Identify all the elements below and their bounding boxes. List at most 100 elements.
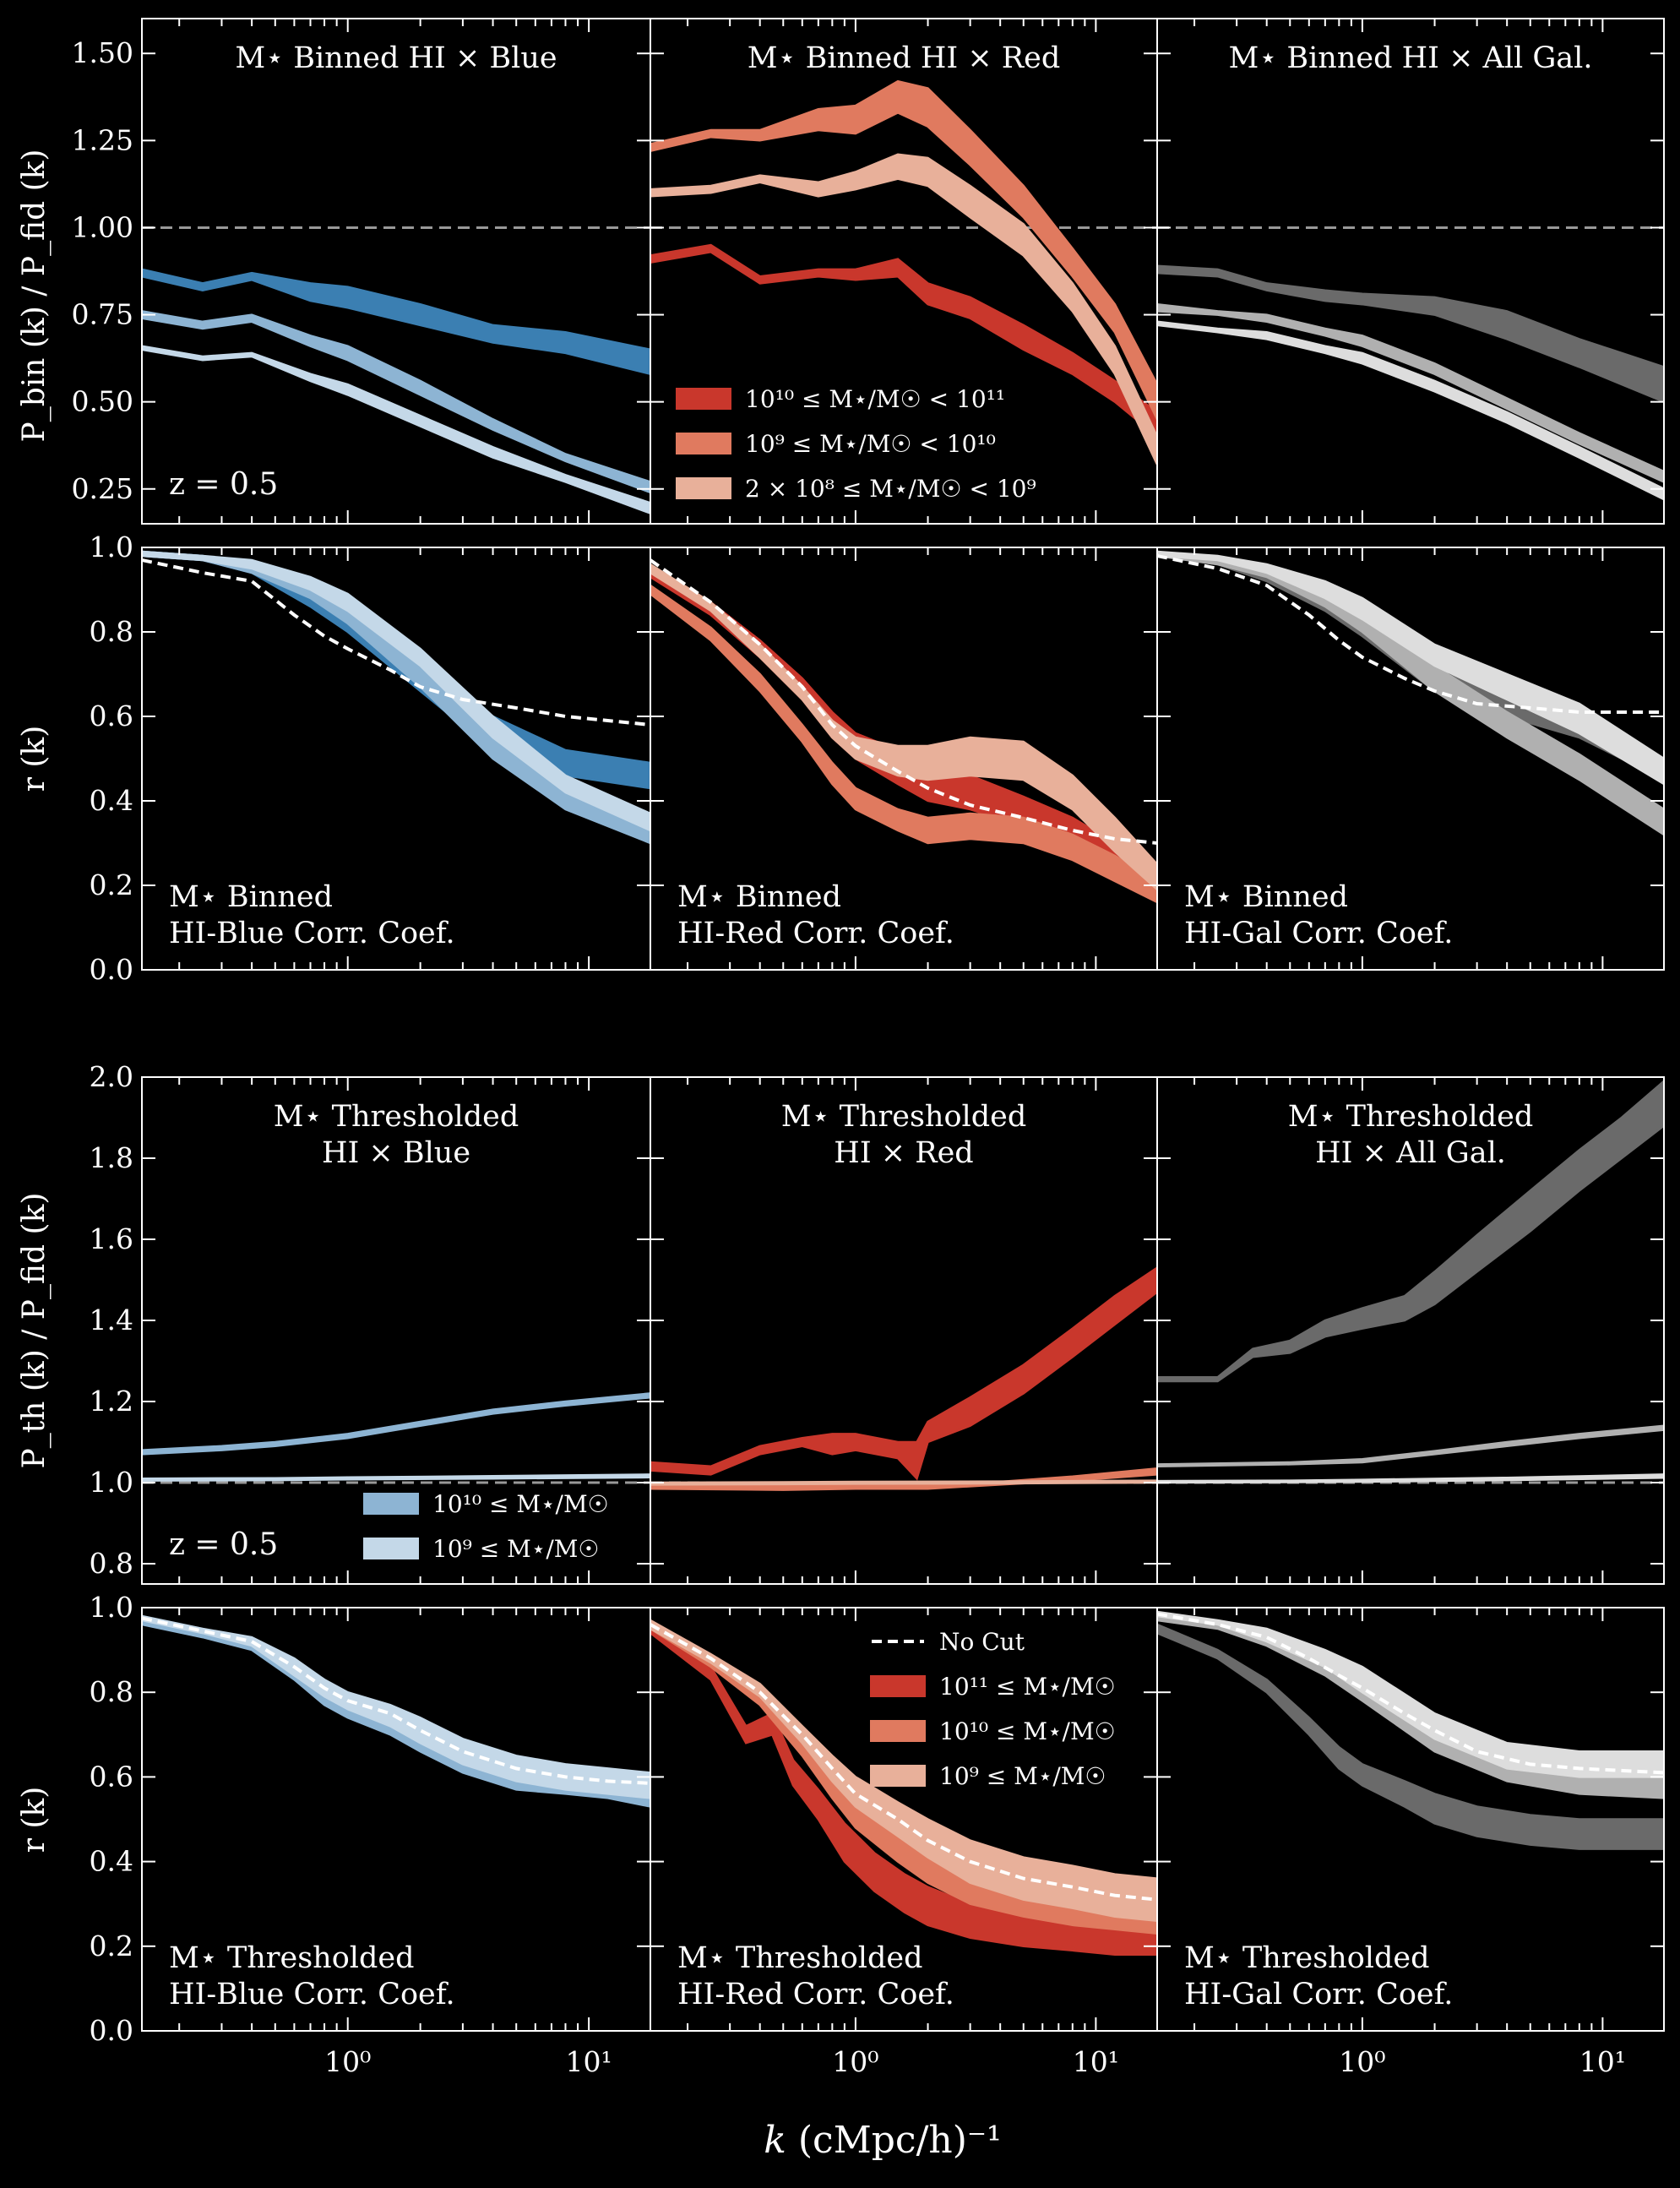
legend-swatch — [870, 1675, 926, 1697]
panel-frame — [1156, 1076, 1665, 1585]
series-band-2 — [142, 550, 650, 832]
panel-title: HI-Red Corr. Coef. — [677, 917, 954, 950]
y-tick-label: 1.25 — [72, 123, 133, 156]
y-tick-label: 0.4 — [90, 784, 133, 817]
panel-title: M⋆ Thresholded — [274, 1100, 519, 1134]
legend: No Cut 10¹¹ ≤ M⋆/M☉ 10¹⁰ ≤ M⋆/M☉ 10⁹ ≤ M⋆/M… — [870, 1628, 1116, 1790]
legend-label: 10¹⁰ ≤ M⋆/M☉ < 10¹¹ — [745, 385, 1005, 413]
legend-swatch — [363, 1493, 419, 1515]
panel-frame — [1156, 18, 1665, 525]
y-tick-label: 1.0 — [90, 531, 133, 563]
panel-title: M⋆ Binned — [1184, 880, 1348, 914]
y-tick-label: 0.6 — [90, 699, 133, 732]
y-tick-label: 0.8 — [90, 615, 133, 648]
legend-label: 10⁹ ≤ M⋆/M☉ < 10¹⁰ — [745, 430, 996, 458]
y-tick-label: 0.8 — [90, 1675, 133, 1708]
plot-area — [650, 1266, 1157, 1491]
plot-area — [1157, 226, 1664, 501]
plot-area — [1157, 550, 1664, 836]
panel-title: HI-Gal Corr. Coef. — [1184, 1978, 1453, 2011]
series-band-0 — [142, 268, 650, 375]
series-band-1 — [650, 1467, 1157, 1491]
legend-label: 10¹⁰ ≤ M⋆/M☉ — [939, 1717, 1116, 1745]
panel-title: M⋆ Binned — [677, 880, 841, 914]
legend-swatch — [870, 1765, 926, 1787]
x-axis-label: k (cMpc/h)⁻¹ — [764, 2119, 1002, 2162]
panel-title: M⋆ Thresholded — [781, 1100, 1027, 1134]
series-band-1 — [142, 1473, 650, 1482]
plot-area — [1157, 1610, 1664, 1850]
series-band-1 — [1157, 302, 1664, 483]
series-band-1 — [650, 79, 1157, 420]
series-band-0 — [1157, 264, 1664, 404]
series-band-0 — [650, 1266, 1157, 1481]
series-band-1 — [142, 310, 650, 494]
y-axis-label: r (k) — [17, 1787, 52, 1853]
legend: 10¹⁰ ≤ M⋆/M☉ 10⁹ ≤ M⋆/M☉ — [363, 1490, 609, 1563]
y-tick-label: 1.0 — [90, 1466, 133, 1499]
legend-label: 10⁹ ≤ M⋆/M☉ — [939, 1762, 1106, 1790]
series-band-2 — [650, 1619, 1157, 1922]
panel-title: M⋆ Binned HI × Blue — [235, 41, 557, 75]
x-tick-label: 10¹ — [1579, 2045, 1626, 2078]
series-band-2 — [1157, 1473, 1664, 1484]
no-cut-line — [650, 1623, 1157, 1902]
y-tick-label: 0.25 — [72, 472, 133, 505]
panel-title: M⋆ Binned — [169, 880, 333, 914]
panel-title: M⋆ Thresholded — [1288, 1100, 1534, 1134]
y-tick-label: 0.75 — [72, 298, 133, 331]
plot-area — [142, 550, 650, 845]
y-axis-label: P_th (k) / P_fid (k) — [17, 1193, 52, 1469]
panel-title: M⋆ Thresholded — [677, 1941, 923, 1975]
panel-title: M⋆ Thresholded — [1184, 1941, 1430, 1975]
panel-title: M⋆ Binned HI × All Gal. — [1229, 41, 1593, 75]
x-tick-label: 10¹ — [566, 2045, 612, 2078]
legend-swatch — [676, 477, 731, 499]
plot-area — [142, 226, 650, 514]
y-tick-label: 1.50 — [72, 36, 133, 69]
series-band-1 — [1157, 1424, 1664, 1468]
y-tick-label: 0.2 — [90, 868, 133, 901]
panel-title: HI-Blue Corr. Coef. — [169, 917, 455, 950]
legend-label: 2 × 10⁸ ≤ M⋆/M☉ < 10⁹ — [745, 475, 1036, 503]
no-cut-line — [1157, 554, 1664, 714]
panel-frame — [1156, 1607, 1665, 2032]
x-label-units: (cMpc/h)⁻¹ — [786, 2119, 1002, 2162]
panel-title: M⋆ Thresholded — [169, 1941, 415, 1975]
no-cut-line — [1157, 1612, 1664, 1775]
legend-swatch — [676, 388, 731, 410]
panel-r0-c2: M⋆ Binned HI × All Gal. — [1156, 18, 1665, 525]
panel-title: HI-Blue Corr. Coef. — [169, 1978, 455, 2011]
series-band-1 — [650, 584, 1157, 904]
series-band-2 — [1157, 320, 1664, 501]
legend-swatch — [363, 1538, 419, 1559]
redshift-label: z = 0.5 — [169, 1527, 278, 1562]
x-tick-label: 10⁰ — [1339, 2045, 1385, 2078]
y-tick-label: 1.4 — [90, 1304, 133, 1336]
legend-swatch — [870, 1720, 926, 1742]
series-band-2 — [650, 153, 1157, 465]
series-band-0 — [650, 1623, 1157, 1957]
y-tick-label: 0.6 — [90, 1760, 133, 1793]
series-band-0 — [650, 243, 1157, 438]
plot-area — [142, 1392, 650, 1484]
axis-labels: k (cMpc/h)⁻¹ P_bin (k) / P_fid (k) r (k) P… — [17, 150, 1002, 2162]
y-tick-label: 0.0 — [90, 953, 133, 986]
y-tick-label: 1.8 — [90, 1141, 133, 1174]
panel-title: HI × Red — [834, 1136, 973, 1170]
y-tick-label: 1.00 — [72, 210, 133, 243]
panel-title: HI-Red Corr. Coef. — [677, 1978, 954, 2011]
series-band-2 — [1157, 550, 1664, 786]
panel-title: M⋆ Binned HI × Red — [748, 41, 1061, 75]
y-tick-label: 1.2 — [90, 1385, 133, 1418]
legend-swatch — [676, 433, 731, 454]
legend-label: 10¹⁰ ≤ M⋆/M☉ — [432, 1490, 609, 1518]
